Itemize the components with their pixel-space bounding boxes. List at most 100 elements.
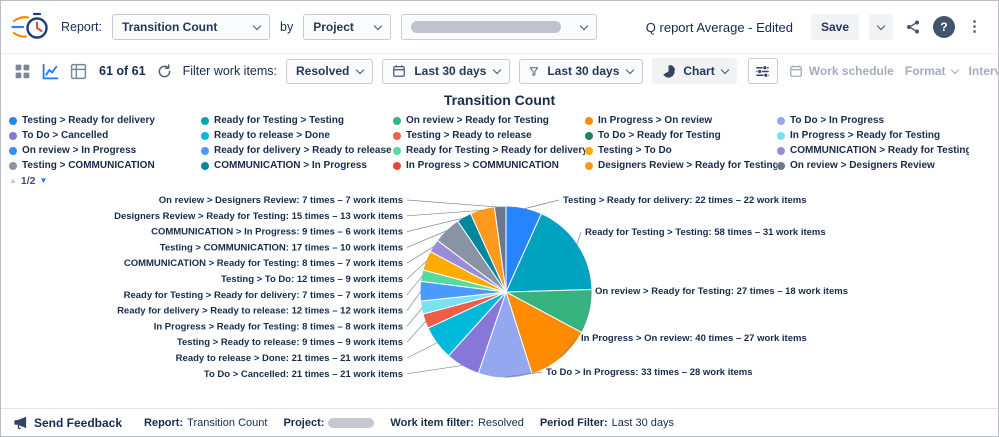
legend-item[interactable]: Testing > COMMUNICATION — [9, 158, 201, 173]
interval-label: Interval — [968, 64, 998, 78]
legend-label: Ready to release > Done — [214, 130, 330, 141]
legend-dot-icon — [201, 131, 209, 140]
redacted-project-value — [411, 21, 562, 33]
kebab-icon: ⋮ — [967, 18, 982, 35]
matrix-view-button[interactable] — [69, 62, 88, 81]
legend-dot-icon — [9, 116, 17, 125]
legend-label: Testing > Ready to release — [406, 130, 532, 141]
report-type-select[interactable]: Transition Count — [112, 14, 270, 40]
pie-slice-label: In Progress > Ready for Testing: 8 times… — [154, 321, 403, 332]
chart-type-button[interactable]: Chart — [652, 58, 737, 84]
legend-item[interactable]: In Progress > COMMUNICATION — [393, 158, 585, 173]
pie-slice-label: COMMUNICATION > In Progress: 9 times – 6… — [151, 227, 403, 238]
legend-item[interactable]: COMMUNICATION > In Progress — [201, 158, 393, 173]
legend-item[interactable]: In Progress > On review — [585, 113, 777, 128]
legend-label: Testing > COMMUNICATION — [22, 160, 155, 171]
grid-view-button[interactable] — [13, 62, 32, 81]
pie-slice-label: Testing > Ready to release: 9 times – 9 … — [177, 337, 403, 348]
pie-label-leader-line — [406, 217, 465, 232]
legend-label: To Do > In Progress — [790, 115, 884, 126]
footer-period-stat: Period Filter: Last 30 days — [539, 416, 675, 429]
legend-item[interactable]: Testing > Ready for delivery — [9, 113, 201, 128]
chart-settings-button[interactable] — [747, 58, 778, 84]
legend-dot-icon — [9, 161, 17, 170]
chevron-down-icon — [373, 21, 383, 30]
legend-item[interactable]: On review > Designers Review — [777, 158, 969, 173]
period-filter-select[interactable]: Last 30 days — [519, 58, 644, 84]
legend-label: Ready for delivery > Ready to release — [214, 145, 392, 156]
chart-area: Transition Count Testing > Ready for del… — [1, 88, 998, 408]
group-by-select[interactable]: Project — [303, 14, 392, 40]
megaphone-icon — [14, 416, 27, 430]
refresh-icon — [158, 63, 170, 77]
legend-label: Testing > To Do — [598, 145, 672, 156]
legend-item[interactable]: To Do > In Progress — [777, 113, 969, 128]
pie-label-leader-line — [576, 231, 582, 246]
legend-dot-icon — [393, 146, 401, 155]
grid-view-icon — [15, 64, 30, 78]
share-button[interactable] — [903, 17, 923, 37]
legend-item[interactable]: On review > In Progress — [9, 143, 201, 158]
pie-slice-label: To Do > Cancelled: 21 times – 21 work it… — [204, 369, 403, 380]
date-range-select[interactable]: Last 30 days — [382, 58, 511, 84]
legend-dot-icon — [9, 131, 17, 140]
legend-item[interactable]: Designers Review > Ready for Testing — [585, 158, 777, 173]
legend-dot-icon — [393, 161, 401, 170]
pie-label-leader-line — [406, 275, 423, 296]
chart-view-button[interactable] — [41, 62, 60, 81]
pie-slice-label: On review > Ready for Testing: 27 times … — [595, 286, 848, 297]
chevron-down-icon — [626, 65, 635, 74]
legend-label: COMMUNICATION > Ready for Testing — [790, 145, 969, 156]
chart-title: Transition Count — [443, 92, 556, 108]
legend-next-button[interactable]: ▼ — [39, 176, 48, 185]
group-by-value: Project — [313, 20, 354, 34]
legend-item[interactable]: Testing > Ready to release — [393, 128, 585, 143]
legend-item[interactable]: Ready for Testing > Ready for delivery — [393, 143, 585, 158]
legend-label: COMMUNICATION > In Progress — [214, 160, 367, 171]
footer-report-stat: Report: Transition Count — [144, 416, 268, 429]
legend-item[interactable]: In Progress > Ready for Testing — [777, 128, 969, 143]
kebab-menu-button[interactable]: ⋮ — [965, 18, 984, 36]
legend-item[interactable]: Ready for Testing > Testing — [201, 113, 393, 128]
legend-item[interactable]: Ready for delivery > Ready to release — [201, 143, 393, 158]
legend-label: In Progress > Ready for Testing — [790, 130, 941, 141]
pie-label-leader-line — [406, 320, 427, 343]
legend-dot-icon — [393, 131, 401, 140]
send-feedback-button[interactable]: Send Feedback — [13, 415, 122, 430]
legend-item[interactable]: On review > Ready for Testing — [393, 113, 585, 128]
footer-stats: Report: Transition Count Project: Work i… — [144, 417, 674, 429]
save-dropdown-button[interactable] — [869, 14, 893, 40]
save-button[interactable]: Save — [810, 14, 859, 40]
pie-label-leader-line — [406, 290, 422, 311]
project-select[interactable] — [401, 14, 598, 40]
legend-dot-icon — [201, 161, 209, 170]
legend-dot-icon — [777, 146, 785, 155]
pie-slice-label: Testing > To Do: 12 times – 9 work items — [221, 274, 403, 285]
pie-label-leader-line — [406, 364, 464, 375]
legend-item[interactable]: To Do > Ready for Testing — [585, 128, 777, 143]
legend-prev-button[interactable]: ▲ — [9, 176, 17, 185]
pie-slice-label: Designers Review > Ready for Testing: 15… — [114, 211, 403, 222]
pie-slice-label: Testing > Ready for delivery: 22 times –… — [563, 195, 807, 206]
legend-item[interactable]: Testing > To Do — [585, 143, 777, 158]
calendar-icon — [393, 65, 406, 77]
legend-dot-icon — [585, 116, 593, 125]
legend-label: In Progress > COMMUNICATION — [406, 160, 559, 171]
refresh-button[interactable] — [155, 62, 174, 81]
pie-label-leader-line — [406, 230, 448, 248]
legend-item[interactable]: Ready to release > Done — [201, 128, 393, 143]
legend-dot-icon — [777, 161, 785, 170]
help-button[interactable]: ? — [933, 16, 955, 38]
legend-label: Ready for Testing > Testing — [214, 115, 344, 126]
pie-label-leader-line — [560, 337, 578, 358]
chevron-down-icon — [720, 65, 729, 74]
filter-label: Filter work items: — [182, 64, 278, 78]
pie-slice[interactable] — [505, 212, 593, 293]
pie-slice-label: Ready for Testing > Ready for delivery: … — [124, 290, 403, 301]
footer: Send Feedback Report: Transition Count P… — [1, 408, 998, 436]
status-filter-select[interactable]: Resolved — [286, 58, 374, 84]
legend-label: On review > Ready for Testing — [406, 115, 549, 126]
pie-label-leader-line — [406, 209, 483, 217]
legend-item[interactable]: To Do > Cancelled — [9, 128, 201, 143]
legend-item[interactable]: COMMUNICATION > Ready for Testing — [777, 143, 969, 158]
